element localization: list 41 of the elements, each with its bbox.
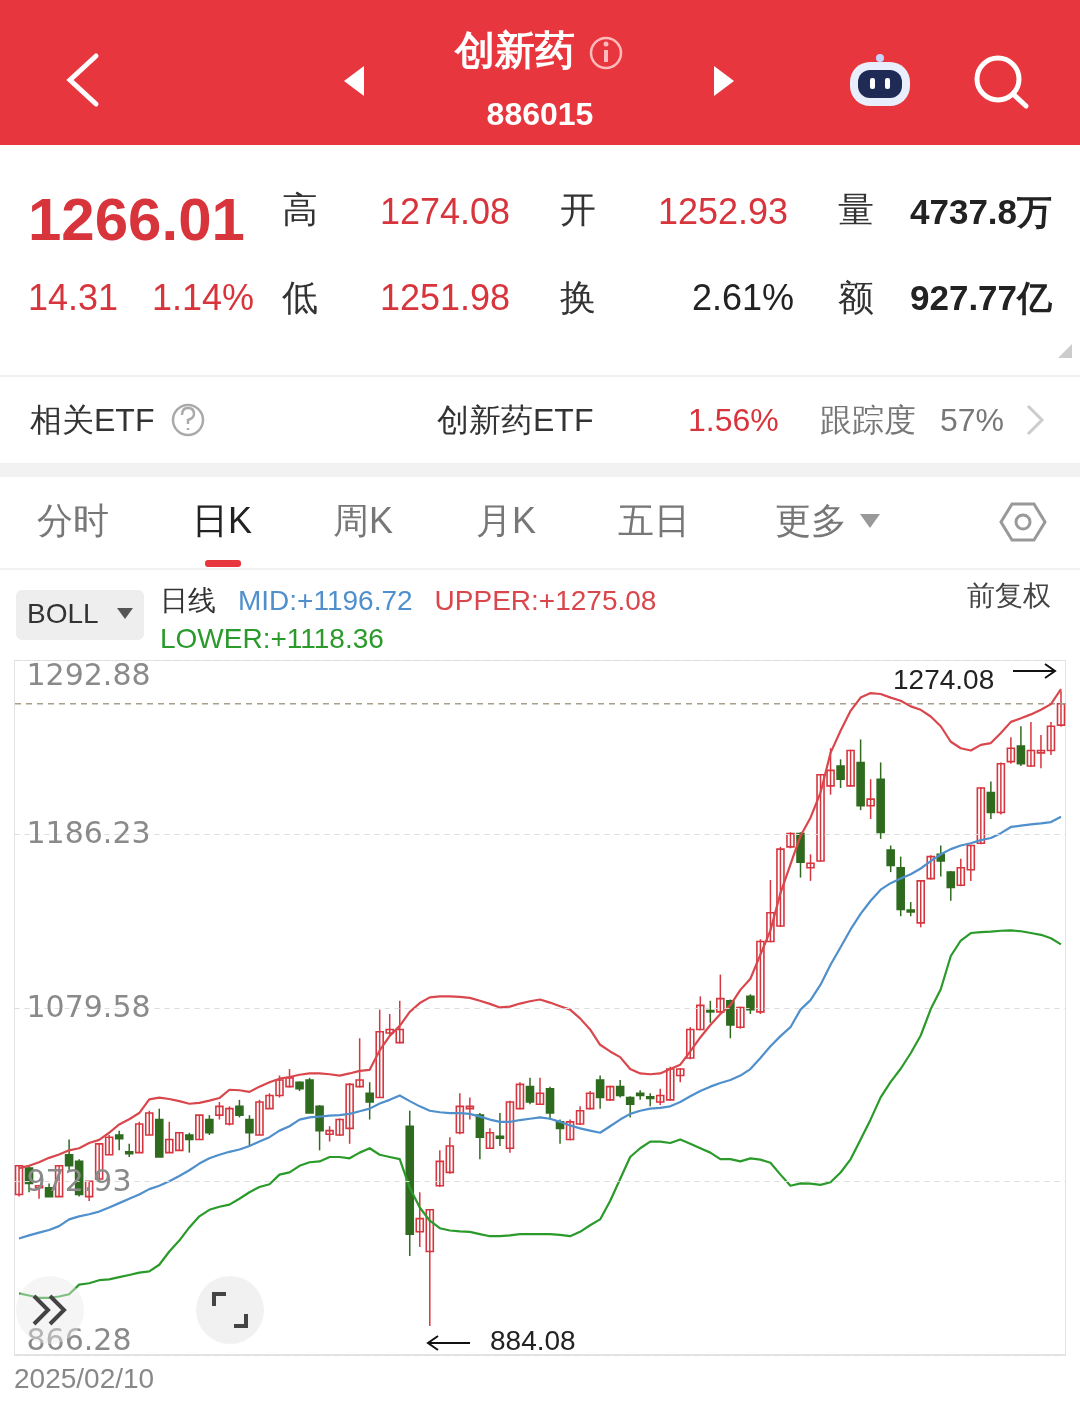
text: BOLL bbox=[27, 598, 99, 629]
text: 低 bbox=[282, 277, 318, 318]
text: 2.61% bbox=[692, 277, 795, 318]
text: 开 bbox=[560, 189, 596, 230]
annotation: 1274.08 bbox=[893, 664, 995, 695]
text: 五日 bbox=[618, 500, 690, 541]
y-tick-label: 866.28 bbox=[26, 1321, 132, 1357]
text: 1266.01 bbox=[28, 186, 245, 253]
text: 1252.93 bbox=[658, 191, 789, 232]
text: 2025/02/10 bbox=[14, 1363, 155, 1394]
text: 跟踪度 bbox=[820, 402, 916, 438]
text: 额 bbox=[838, 277, 874, 318]
text: 57% bbox=[940, 402, 1005, 438]
text: 1.56% bbox=[688, 402, 779, 438]
y-tick-label: 1186.23 bbox=[26, 815, 151, 851]
chart-title: 创新药 bbox=[455, 28, 575, 72]
text: 日K bbox=[192, 500, 253, 541]
text: 周K bbox=[333, 500, 394, 541]
text: 换 bbox=[560, 277, 596, 318]
text: 前复权 bbox=[967, 580, 1051, 611]
text: 创新药ETF bbox=[437, 402, 594, 438]
text: 高 bbox=[282, 189, 318, 230]
chart-subtitle: 886015 bbox=[486, 96, 594, 132]
text: 月K bbox=[476, 500, 537, 541]
text: 分时 bbox=[37, 500, 109, 541]
y-tick-label: 1292.88 bbox=[26, 656, 151, 692]
text: 14.31 bbox=[28, 277, 119, 318]
text: 更多 bbox=[775, 500, 847, 541]
annotation: 884.08 bbox=[490, 1325, 576, 1356]
text: MID:+1196.72 bbox=[238, 584, 413, 618]
text: UPPER:+1275.08 bbox=[434, 584, 657, 618]
text: 量 bbox=[838, 189, 874, 230]
y-tick-label: 1079.58 bbox=[26, 989, 151, 1024]
text: 927.77亿 bbox=[910, 278, 1053, 317]
text: 1274.08 bbox=[380, 191, 511, 232]
text: 4737.8万 bbox=[910, 192, 1053, 231]
text: LOWER:+1118.36 bbox=[160, 622, 384, 656]
text: 1.14% bbox=[152, 277, 255, 318]
text: 1251.98 bbox=[380, 277, 511, 318]
text: 日线 bbox=[160, 585, 216, 616]
text: 相关ETF bbox=[30, 402, 155, 438]
